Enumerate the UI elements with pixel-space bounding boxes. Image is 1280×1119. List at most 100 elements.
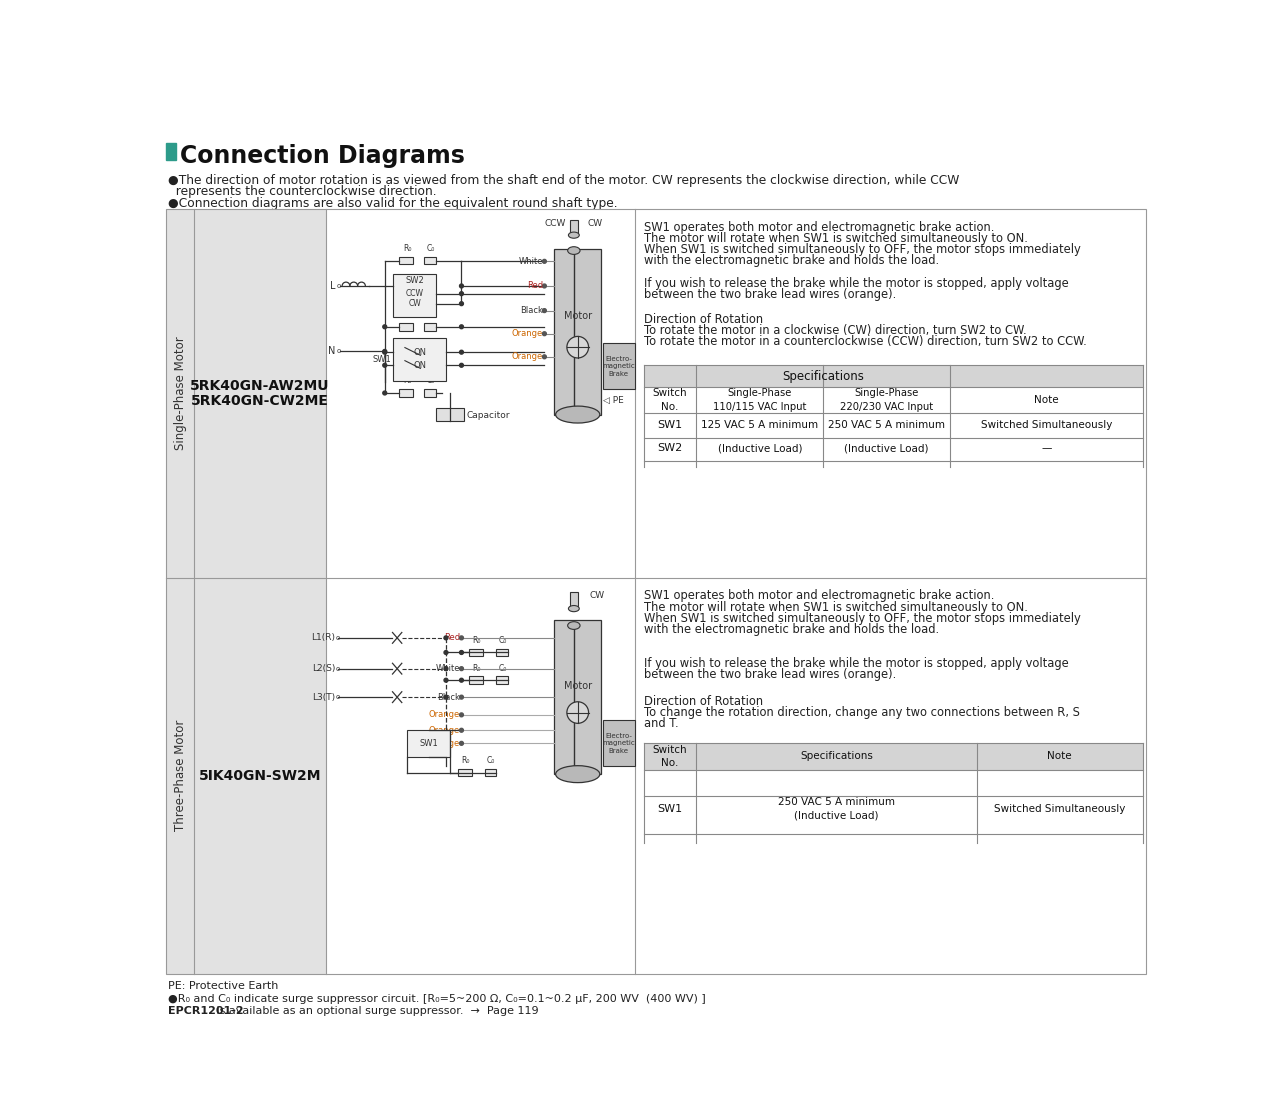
Bar <box>399 256 413 264</box>
Circle shape <box>460 302 463 305</box>
Text: Orange: Orange <box>429 739 460 747</box>
Circle shape <box>543 284 547 288</box>
Text: Direction of Rotation: Direction of Rotation <box>644 695 763 708</box>
Circle shape <box>543 309 547 312</box>
Bar <box>393 338 445 380</box>
Bar <box>424 323 436 330</box>
Text: Orange: Orange <box>512 352 543 361</box>
Bar <box>497 676 508 684</box>
Text: Orange: Orange <box>512 329 543 338</box>
Text: Specifications: Specifications <box>782 369 864 383</box>
Circle shape <box>444 667 448 670</box>
Circle shape <box>383 350 387 354</box>
Text: Single-Phase
220/230 VAC Input: Single-Phase 220/230 VAC Input <box>840 388 933 412</box>
Text: (Inductive Load): (Inductive Load) <box>845 443 929 453</box>
Bar <box>603 342 635 389</box>
Text: Capacitor: Capacitor <box>467 411 511 420</box>
Text: CCW: CCW <box>406 289 424 298</box>
Text: Red: Red <box>527 282 543 291</box>
Bar <box>554 250 602 414</box>
Text: The motor will rotate when SW1 is switched simultaneously to ON.: The motor will rotate when SW1 is switch… <box>644 601 1028 613</box>
Text: ON: ON <box>413 360 426 369</box>
Text: Switched Simultaneously: Switched Simultaneously <box>995 803 1125 814</box>
Circle shape <box>383 391 387 395</box>
Text: SW1: SW1 <box>419 740 438 749</box>
Circle shape <box>460 325 463 329</box>
Text: SW2: SW2 <box>406 276 424 285</box>
Text: ◁ PE: ◁ PE <box>603 753 625 762</box>
Text: Black: Black <box>520 307 543 316</box>
Text: 5RK40GN-CW2ME: 5RK40GN-CW2ME <box>191 394 329 408</box>
Text: R₀: R₀ <box>403 244 411 253</box>
Circle shape <box>543 332 547 336</box>
Text: Electro-
magnetic
Brake: Electro- magnetic Brake <box>603 733 635 754</box>
Circle shape <box>460 350 463 354</box>
Text: R₀: R₀ <box>403 310 411 319</box>
Text: SW1: SW1 <box>372 355 390 364</box>
Text: Single-Phase Motor: Single-Phase Motor <box>174 337 187 450</box>
Text: Red: Red <box>444 633 460 642</box>
Text: 250 VAC 5 A minimum
(Inductive Load): 250 VAC 5 A minimum (Inductive Load) <box>778 797 895 821</box>
Bar <box>603 721 635 767</box>
Text: ◁ PE: ◁ PE <box>603 396 625 405</box>
Ellipse shape <box>556 406 600 423</box>
Bar <box>166 577 326 974</box>
Text: EPCR1201-2: EPCR1201-2 <box>168 1006 243 1016</box>
Text: with the electromagnetic brake and holds the load.: with the electromagnetic brake and holds… <box>644 254 938 267</box>
Ellipse shape <box>567 622 580 629</box>
Circle shape <box>460 292 463 295</box>
Text: C₀: C₀ <box>426 376 435 385</box>
Bar <box>393 274 436 317</box>
Text: Motor: Motor <box>563 680 591 690</box>
Text: Specifications: Specifications <box>800 752 873 761</box>
Bar <box>644 365 1143 387</box>
Text: Switched Simultaneously: Switched Simultaneously <box>980 421 1112 431</box>
Text: CW: CW <box>588 219 603 228</box>
Text: SW1 operates both motor and electromagnetic brake action.: SW1 operates both motor and electromagne… <box>644 220 995 234</box>
Text: R₀: R₀ <box>403 376 411 385</box>
Text: When SW1 is switched simultaneously to OFF, the motor stops immediately: When SW1 is switched simultaneously to O… <box>644 612 1080 624</box>
Text: C₀: C₀ <box>498 636 507 645</box>
Circle shape <box>567 702 589 723</box>
Bar <box>554 620 602 774</box>
Text: between the two brake lead wires (orange).: between the two brake lead wires (orange… <box>644 668 896 681</box>
Ellipse shape <box>568 232 580 238</box>
Circle shape <box>460 695 463 699</box>
Bar <box>570 219 577 235</box>
Circle shape <box>543 355 547 359</box>
Text: To rotate the motor in a clockwise (CW) direction, turn SW2 to CW.: To rotate the motor in a clockwise (CW) … <box>644 325 1027 337</box>
Text: Orange: Orange <box>429 726 460 735</box>
Circle shape <box>444 650 448 655</box>
Circle shape <box>567 337 589 358</box>
Bar <box>570 592 577 609</box>
Text: 5RK40GN-AW2MU: 5RK40GN-AW2MU <box>191 379 330 394</box>
Text: Motor: Motor <box>563 311 591 321</box>
Text: C₀: C₀ <box>426 244 435 253</box>
Text: SW2: SW2 <box>658 443 682 453</box>
Bar <box>424 389 436 397</box>
Circle shape <box>460 713 463 717</box>
Circle shape <box>460 742 463 745</box>
Ellipse shape <box>556 765 600 782</box>
Text: PE: Protective Earth: PE: Protective Earth <box>168 981 278 991</box>
Circle shape <box>460 364 463 367</box>
Text: To change the rotation direction, change any two connections between R, S: To change the rotation direction, change… <box>644 706 1079 720</box>
Text: (Inductive Load): (Inductive Load) <box>718 443 803 453</box>
Text: If you wish to release the brake while the motor is stopped, apply voltage: If you wish to release the brake while t… <box>644 657 1069 670</box>
Circle shape <box>460 728 463 732</box>
Text: When SW1 is switched simultaneously to OFF, the motor stops immediately: When SW1 is switched simultaneously to O… <box>644 243 1080 256</box>
Text: To rotate the motor in a counterclockwise (CCW) direction, turn SW2 to CCW.: To rotate the motor in a counterclockwis… <box>644 336 1087 348</box>
Text: o: o <box>335 694 340 700</box>
Text: L1(R): L1(R) <box>311 633 335 642</box>
Text: represents the counterclockwise direction.: represents the counterclockwise directio… <box>168 185 436 198</box>
Text: White: White <box>518 257 543 266</box>
Text: L: L <box>330 281 335 291</box>
Circle shape <box>460 650 463 655</box>
Bar <box>424 256 436 264</box>
Text: L2(S): L2(S) <box>312 665 335 674</box>
Text: with the electromagnetic brake and holds the load.: with the electromagnetic brake and holds… <box>644 623 938 636</box>
Bar <box>497 649 508 657</box>
Text: R₀: R₀ <box>472 636 481 645</box>
Text: 5IK40GN-SW2M: 5IK40GN-SW2M <box>198 769 321 782</box>
Text: The motor will rotate when SW1 is switched simultaneously to ON.: The motor will rotate when SW1 is switch… <box>644 232 1028 245</box>
